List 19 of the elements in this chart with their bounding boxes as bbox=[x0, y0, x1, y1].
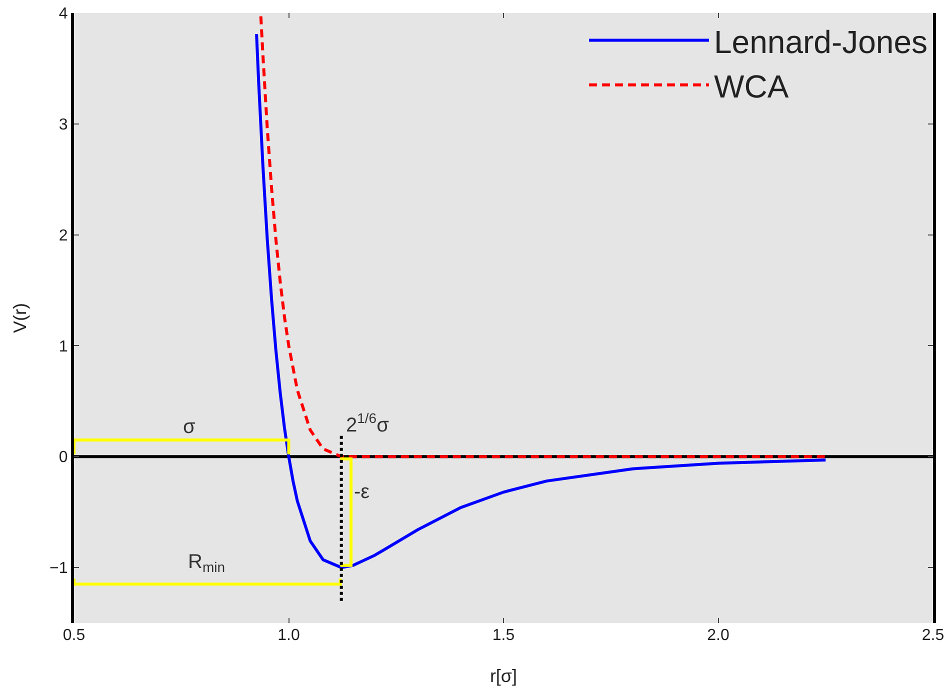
y-tick-label: 3 bbox=[58, 116, 68, 134]
y-tick-label: 0 bbox=[58, 449, 68, 466]
annotation: 2$^{1/6}$σ bbox=[346, 410, 390, 436]
x-tick-label: 0.5 bbox=[62, 627, 86, 644]
x-tick-label: 1.0 bbox=[278, 627, 300, 644]
x-tick-label: 1.5 bbox=[492, 627, 515, 644]
y-tick-label: 2 bbox=[58, 227, 68, 244]
legend-label: WCA bbox=[714, 68, 790, 104]
annotation: R$_{min}$ bbox=[188, 551, 226, 576]
annotation: σ bbox=[183, 416, 196, 438]
x-tick-label: 2.0 bbox=[707, 627, 730, 644]
y-axis-title: V(r) bbox=[10, 303, 30, 333]
y-tick-label: −1 bbox=[50, 560, 68, 578]
x-tick-label: 2.5 bbox=[922, 627, 944, 644]
legend-label: Lennard-Jones bbox=[714, 24, 928, 60]
x-axis-title: r[σ] bbox=[490, 666, 518, 686]
y-tick-label: 1 bbox=[58, 338, 68, 356]
annotation: -ε bbox=[354, 481, 370, 503]
y-tick-label: 4 bbox=[58, 6, 68, 23]
